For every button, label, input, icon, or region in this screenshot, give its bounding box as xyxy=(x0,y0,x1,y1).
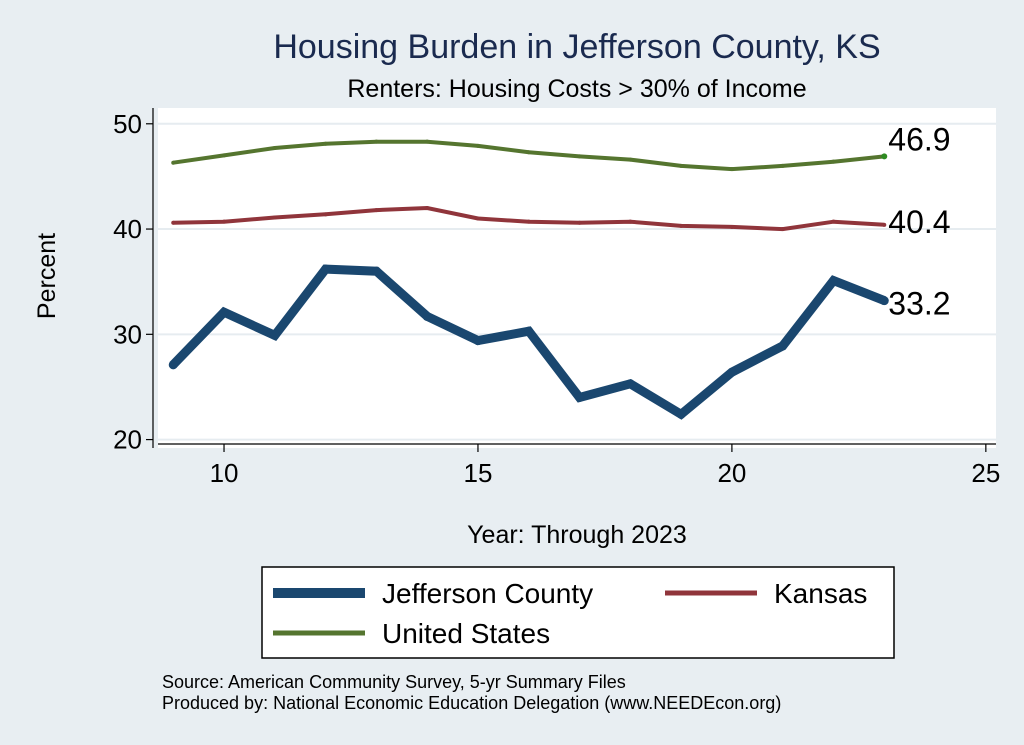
legend-box xyxy=(261,566,895,659)
axes xyxy=(152,108,996,448)
data-point-kansas xyxy=(780,227,785,232)
data-point-kansas xyxy=(831,219,836,224)
legend-label-united-states: United States xyxy=(382,618,550,649)
data-point-united-states xyxy=(679,163,684,168)
end-label-jefferson-county: 33.2 xyxy=(888,286,950,322)
x-tick-label: 10 xyxy=(210,458,239,488)
data-point-jefferson-county xyxy=(371,266,381,276)
data-point-jefferson-county xyxy=(422,311,432,321)
gridlines xyxy=(158,122,996,441)
data-point-united-states xyxy=(425,139,430,144)
data-point-united-states xyxy=(577,154,582,159)
data-point-kansas xyxy=(526,219,531,224)
legend-label-jefferson-county: Jefferson County xyxy=(382,578,593,609)
data-point-united-states xyxy=(628,157,633,162)
data-point-kansas xyxy=(679,223,684,228)
data-point-jefferson-county xyxy=(727,367,737,377)
legend-label-kansas: Kansas xyxy=(774,578,867,609)
y-tick-label: 50 xyxy=(113,109,142,139)
data-point-united-states xyxy=(272,146,277,150)
data-point-united-states xyxy=(222,153,227,158)
data-point-kansas xyxy=(882,222,887,227)
data-point-kansas xyxy=(577,220,582,225)
data-point-jefferson-county xyxy=(575,392,585,402)
data-point-kansas xyxy=(171,220,176,225)
data-point-united-states xyxy=(729,167,734,172)
y-tick-label: 40 xyxy=(113,214,142,244)
x-tick-label: 20 xyxy=(717,458,746,488)
data-point-jefferson-county xyxy=(828,276,838,286)
data-point-united-states xyxy=(475,143,480,148)
data-point-kansas xyxy=(323,212,328,217)
legend: Jefferson County Kansas United States xyxy=(261,566,895,659)
end-labels: 33.2 40.4 46.9 xyxy=(881,121,951,322)
x-tick-label: 25 xyxy=(971,458,1000,488)
data-point-united-states xyxy=(831,159,836,164)
data-point-kansas xyxy=(222,219,227,224)
y-tick-label: 30 xyxy=(113,319,142,349)
chart-title: Housing Burden in Jefferson County, KS xyxy=(273,28,880,66)
end-label-united-states: 46.9 xyxy=(888,121,950,157)
data-point-kansas xyxy=(475,216,480,221)
data-point-jefferson-county xyxy=(219,307,229,317)
chart-subtitle: Renters: Housing Costs > 30% of Income xyxy=(347,75,806,103)
data-point-kansas xyxy=(628,219,633,224)
y-tick-label: 20 xyxy=(113,425,142,455)
data-point-jefferson-county xyxy=(321,264,331,274)
data-point-jefferson-county xyxy=(625,379,635,389)
data-point-jefferson-county xyxy=(473,336,483,346)
data-point-united-states xyxy=(374,139,379,144)
series-lines xyxy=(168,139,889,420)
data-point-kansas xyxy=(729,224,734,229)
data-point-jefferson-county xyxy=(676,409,686,419)
source-note: Source: American Community Survey, 5-yr … xyxy=(162,672,626,692)
x-tick-label: 15 xyxy=(464,458,493,488)
producer-note: Produced by: National Economic Education… xyxy=(162,693,781,713)
ticks: 20 30 40 50 10 15 20 25 xyxy=(113,109,1000,488)
data-point-united-states xyxy=(323,141,328,146)
endpoint-marker xyxy=(881,153,888,160)
data-point-kansas xyxy=(374,208,379,213)
data-point-jefferson-county xyxy=(270,330,280,340)
data-point-jefferson-county xyxy=(168,360,178,370)
data-point-jefferson-county xyxy=(778,341,788,351)
data-point-jefferson-county xyxy=(879,296,889,306)
data-point-jefferson-county xyxy=(524,326,534,336)
data-point-united-states xyxy=(780,163,785,168)
data-point-united-states xyxy=(171,160,176,165)
y-axis-title: Percent xyxy=(33,233,61,319)
x-axis-title: Year: Through 2023 xyxy=(467,521,687,549)
data-point-united-states xyxy=(526,150,531,155)
end-label-kansas: 40.4 xyxy=(888,204,950,240)
data-point-kansas xyxy=(272,215,277,220)
data-point-kansas xyxy=(425,206,430,210)
